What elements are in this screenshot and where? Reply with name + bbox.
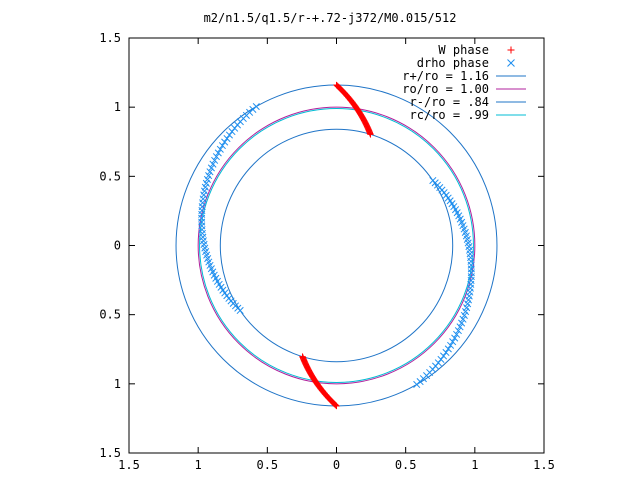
drho-phase-point <box>458 319 466 327</box>
legend-marker <box>507 46 515 54</box>
drho-phase-point <box>211 156 219 164</box>
legend-label: drho phase <box>417 56 489 70</box>
drho-phase-point <box>456 323 464 331</box>
legend-label: ro/ro = 1.00 <box>402 82 489 96</box>
drho-phase-point <box>447 341 455 349</box>
drho-phase-point <box>462 307 470 316</box>
drho-phase-point <box>252 102 260 111</box>
radius-circle <box>175 84 498 407</box>
drho-phase-point <box>218 142 226 150</box>
w-phase-point <box>299 353 306 360</box>
y-tick-label: 1.5 <box>99 31 121 45</box>
drho-phase-point <box>225 131 234 139</box>
drho-phase-point <box>212 153 220 161</box>
radius-circle <box>219 128 454 363</box>
axes: 1.5 1 0.5 0 0.5 1 1.51.510.500.511.5 <box>99 31 555 472</box>
chart-title: m2/n1.5/q1.5/r-+.72-j372/M0.015/512 <box>204 11 457 25</box>
legend-marker <box>507 59 515 67</box>
drho-phase-point <box>449 338 457 346</box>
drho-phase-point <box>203 175 211 184</box>
x-tick-label: 1 <box>471 458 478 472</box>
drho-phase-point <box>459 315 467 323</box>
drho-phase-point <box>413 380 421 389</box>
y-tick-label: 0.5 <box>99 308 121 322</box>
phase-points <box>198 81 475 410</box>
y-tick-label: 0 <box>114 239 121 253</box>
y-tick-label: 1 <box>114 377 121 391</box>
y-tick-label: 1 <box>114 100 121 114</box>
drho-phase-point <box>460 311 468 319</box>
drho-phase-point <box>209 160 217 168</box>
drho-phase-point <box>442 348 450 357</box>
drho-phase-point <box>223 134 231 143</box>
drho-phase-point <box>439 352 448 360</box>
drho-phase-point <box>216 145 224 153</box>
drho-phase-point <box>207 164 215 172</box>
drho-phase-point <box>214 149 222 157</box>
y-tick-label: 0.5 <box>99 169 121 183</box>
x-tick-label: 0 <box>333 458 340 472</box>
radius-circle <box>199 108 474 383</box>
drho-phase-point <box>206 168 214 176</box>
drho-phase-point <box>451 334 459 342</box>
drho-phase-point <box>444 345 452 353</box>
legend-label: W phase <box>438 43 489 57</box>
x-tick-label: 1.5 <box>118 458 140 472</box>
x-tick-label: 0.5 <box>256 458 278 472</box>
w-phase-point <box>367 131 374 138</box>
x-tick-label: 0.5 <box>395 458 417 472</box>
x-tick-label: 1 <box>195 458 202 472</box>
x-tick-label: 1.5 <box>533 458 555 472</box>
radius-circle <box>197 106 476 385</box>
legend-label: rc/ro = .99 <box>410 108 489 122</box>
drho-phase-point <box>205 172 213 180</box>
radius-circles <box>175 84 498 407</box>
legend-label: r+/ro = 1.16 <box>402 69 489 83</box>
drho-phase-point <box>221 138 229 146</box>
legend-label: r-/ro = .84 <box>410 95 489 109</box>
drho-phase-point <box>453 330 461 338</box>
y-tick-label: 1.5 <box>99 446 121 460</box>
drho-phase-point <box>454 327 462 335</box>
